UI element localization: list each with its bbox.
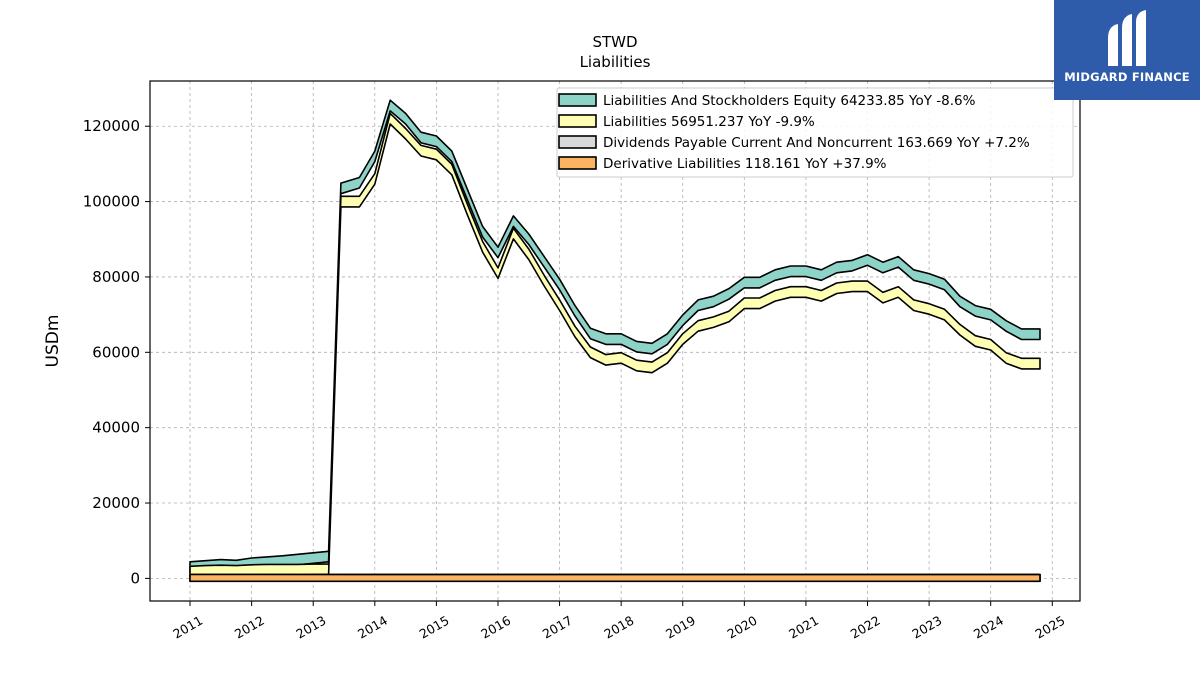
y-tick-label: 0 <box>130 569 140 587</box>
brand-name: MIDGARD FINANCE <box>1064 70 1190 84</box>
y-axis-label: USDm <box>43 315 63 368</box>
x-tick-label: 2024 <box>971 613 1006 642</box>
legend-box <box>556 87 1074 178</box>
brand-logo: MIDGARD FINANCE <box>1054 0 1200 100</box>
x-tick-label: 2018 <box>601 613 636 642</box>
legend: Liabilities And Stockholders Equity 6423… <box>556 87 1074 178</box>
x-tick-label: 2022 <box>848 613 883 642</box>
legend-label: Liabilities 56951.237 YoY -9.9% <box>603 114 815 130</box>
y-tick-label: 20000 <box>92 494 140 512</box>
legend-swatch <box>558 114 597 128</box>
x-tick-label: 2011 <box>170 613 205 642</box>
x-tick-label: 2017 <box>540 613 575 642</box>
legend-swatch <box>558 93 597 107</box>
legend-swatch <box>558 135 597 149</box>
logo-mark-icon <box>1108 10 1146 66</box>
x-tick-label: 2012 <box>232 613 267 642</box>
x-tick-label: 2019 <box>663 613 698 642</box>
y-tick-label: 60000 <box>92 343 140 361</box>
y-tick-label: 80000 <box>92 268 140 286</box>
legend-label: Liabilities And Stockholders Equity 6423… <box>603 93 976 109</box>
y-tick-label: 120000 <box>83 117 140 135</box>
series-band <box>189 99 1041 574</box>
x-tick-label: 2015 <box>417 613 452 642</box>
y-axis: 0 20000 40000 60000 80000 100000 120000 <box>83 117 150 587</box>
x-tick-label: 2025 <box>1033 613 1068 642</box>
y-tick-label: 100000 <box>83 193 140 211</box>
chart-title: STWD <box>592 33 637 51</box>
x-tick-label: 2014 <box>355 613 390 642</box>
x-tick-label: 2016 <box>478 613 513 642</box>
y-tick-label: 40000 <box>92 419 140 437</box>
series-band <box>189 112 1041 578</box>
x-tick-label: 2013 <box>293 613 328 642</box>
legend-swatch <box>558 156 597 170</box>
legend-label: Dividends Payable Current And Noncurrent… <box>603 135 1030 151</box>
x-tick-label: 2023 <box>909 613 944 642</box>
series-layer <box>189 99 1041 583</box>
x-tick-label: 2020 <box>725 613 760 642</box>
plot-frame <box>149 80 1081 602</box>
x-tick-label: 2021 <box>786 613 821 642</box>
chart-subtitle: Liabilities <box>580 53 651 71</box>
legend-label: Derivative Liabilities 118.161 YoY +37.9… <box>603 156 887 172</box>
x-axis: 2011 2012 2013 2014 2015 2016 2017 2018 2019 2020… <box>170 601 1068 642</box>
series-band <box>189 573 1041 583</box>
